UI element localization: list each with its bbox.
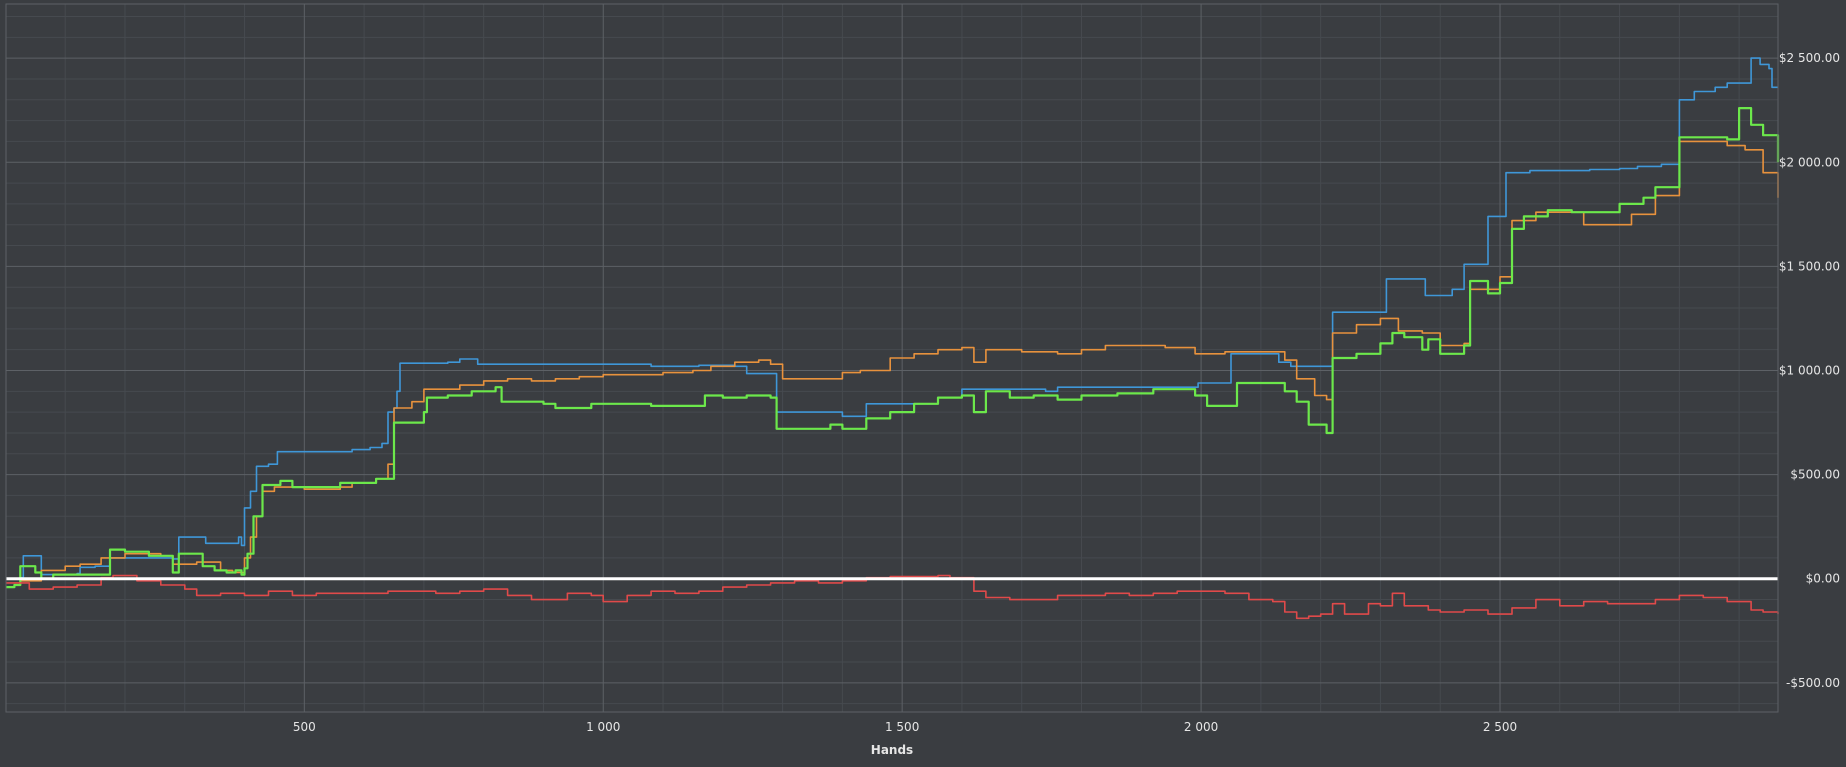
x-tick-label: 2 500 [1483,720,1517,734]
x-tick-label: 2 000 [1184,720,1218,734]
plot-area-border [5,3,1779,713]
y-axis-ticks: $2 500.00 $2 000.00 $1 500.00 $1 000.00 $500… [1779,51,1840,690]
y-tick-label: $2 000.00 [1779,155,1840,169]
x-tick-label: 500 [293,720,316,734]
y-tick-label: $2 500.00 [1779,51,1840,65]
x-tick-label: 1 500 [885,720,919,734]
x-axis-ticks: 500 1 000 1 500 2 000 2 500 [293,720,1517,734]
y-tick-label: $0.00 [1806,572,1840,586]
y-tick-label: $500.00 [1790,468,1840,482]
series-line-1 [6,57,1778,580]
y-tick-label: $1 500.00 [1779,259,1840,273]
x-tick-label: 1 000 [586,720,620,734]
y-tick-label: -$500.00 [1786,676,1840,690]
y-tick-label: $1 000.00 [1779,363,1840,377]
series-line-3 [6,107,1780,589]
minor-gridlines [6,4,1778,712]
x-axis-title: Hands [871,743,913,757]
